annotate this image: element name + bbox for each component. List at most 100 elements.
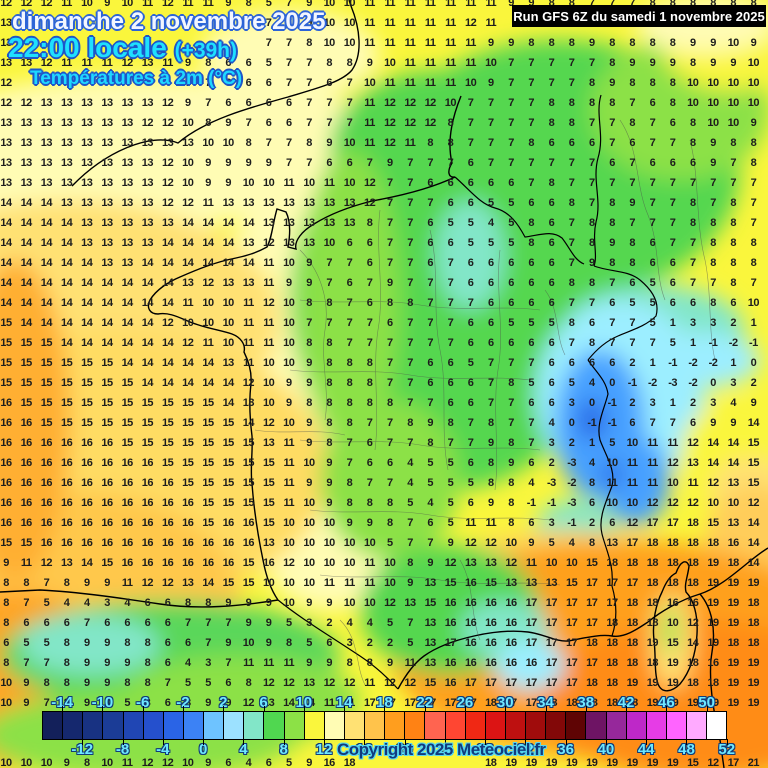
temp-value: 8 (346, 657, 353, 669)
temp-value: 9 (588, 257, 595, 269)
temp-value: 18 (687, 657, 699, 669)
temp-value: 17 (586, 657, 598, 669)
temp-value: 16 (20, 497, 33, 509)
temp-value: 8 (689, 137, 696, 149)
temp-value: 8 (750, 137, 757, 149)
temp-value: 15 (121, 437, 134, 449)
temp-value: 7 (669, 177, 676, 189)
temp-value: 8 (528, 137, 534, 149)
temp-value: 8 (568, 197, 575, 209)
temp-value: 9 (528, 537, 534, 549)
temp-value: 17 (606, 597, 618, 609)
temp-value: 9 (83, 637, 90, 649)
scale-label-bottom: -8 (115, 741, 130, 758)
temp-value: 7 (629, 177, 635, 189)
temp-value: 5 (427, 457, 433, 469)
temp-value: 5 (629, 297, 635, 309)
temp-value: 13 (545, 577, 558, 589)
temp-value: 10 (323, 37, 336, 49)
temp-value: 10 (323, 17, 336, 29)
temp-value: 4 (184, 657, 191, 669)
temp-value: 11 (121, 757, 133, 768)
temp-value: 15 (222, 477, 235, 489)
temp-value: 14 (182, 217, 194, 229)
temp-value: 13 (222, 197, 235, 209)
temp-value: 7 (629, 217, 635, 229)
temp-value: 16 (81, 477, 93, 489)
temp-value: 10 (40, 757, 53, 768)
temp-value: 8 (650, 0, 656, 9)
temp-value: 14 (747, 517, 760, 529)
temp-value: 19 (727, 577, 740, 589)
temp-value: 3 (689, 317, 696, 329)
temp-value: 16 (161, 497, 174, 509)
temp-value: 1 (588, 437, 595, 449)
local-time-text: 22:00 locale (8, 32, 167, 63)
temp-value: 7 (710, 177, 716, 189)
temp-value: 16 (121, 477, 134, 489)
temp-value: 11 (364, 557, 375, 569)
temp-value: 12 (20, 0, 33, 9)
temp-value: 9 (225, 697, 231, 709)
temp-value: 16 (323, 757, 336, 768)
scale-label-bottom: 48 (678, 741, 695, 758)
temp-value: 5 (407, 637, 413, 649)
temp-value: 14 (242, 417, 255, 429)
temp-value: 10 (303, 577, 315, 589)
temp-value: 13 (222, 357, 235, 369)
department-border-paths (254, 119, 716, 686)
temp-value: 15 (262, 497, 275, 509)
temp-value: 8 (366, 657, 373, 669)
temp-value: 17 (586, 597, 598, 609)
temp-value: 13 (141, 177, 154, 189)
temp-value: 7 (43, 697, 50, 709)
temp-value: 11 (404, 57, 416, 69)
temp-value: 15 (262, 477, 275, 489)
temp-value: 19 (747, 697, 760, 709)
scale-label-bottom: 44 (637, 741, 655, 758)
temp-value: 8 (366, 397, 373, 409)
temp-value: 7 (386, 337, 393, 349)
temp-value: 11 (424, 17, 436, 29)
temp-value: 12 (505, 557, 517, 569)
temp-value: 16 (202, 537, 214, 549)
temp-value: 4 (528, 477, 534, 489)
temp-value: 17 (565, 637, 578, 649)
temp-value: 11 (364, 117, 375, 129)
temp-value: 8 (3, 657, 9, 669)
temp-value: 19 (646, 637, 659, 649)
temp-value: 5 (447, 477, 454, 489)
temp-value: 8 (487, 417, 494, 429)
temp-value: 7 (386, 357, 393, 369)
temp-value: 7 (487, 357, 494, 369)
temp-value: 13 (242, 197, 255, 209)
temp-value: 6 (366, 457, 373, 469)
temp-value: 9 (528, 0, 534, 9)
temp-value: 15 (222, 577, 235, 589)
scale-label-bottom: 8 (279, 741, 288, 758)
temp-value: 7 (689, 177, 696, 189)
temp-value: 10 (485, 57, 497, 69)
temp-value: 16 (485, 637, 497, 649)
temp-value: 10 (303, 497, 315, 509)
temp-value: 14 (161, 377, 174, 389)
temp-value: 19 (666, 677, 679, 689)
scale-segment (204, 712, 225, 739)
temp-value: 11 (424, 0, 436, 9)
temp-value: 13 (81, 177, 93, 189)
temp-value: 4 (63, 597, 70, 609)
temp-value: 11 (445, 77, 456, 89)
scale-tick (263, 706, 265, 712)
temp-value: 16 (141, 537, 154, 549)
temp-value: 5 (205, 677, 211, 689)
temp-value: 12 (707, 757, 719, 768)
temp-value: 8 (23, 577, 29, 589)
temp-value: 14 (81, 317, 93, 329)
temp-value: 6 (265, 757, 272, 768)
temp-value: 9 (750, 117, 757, 129)
temp-value: 7 (225, 657, 231, 669)
temp-value: 18 (626, 617, 639, 629)
temp-value: 16 (141, 457, 154, 469)
